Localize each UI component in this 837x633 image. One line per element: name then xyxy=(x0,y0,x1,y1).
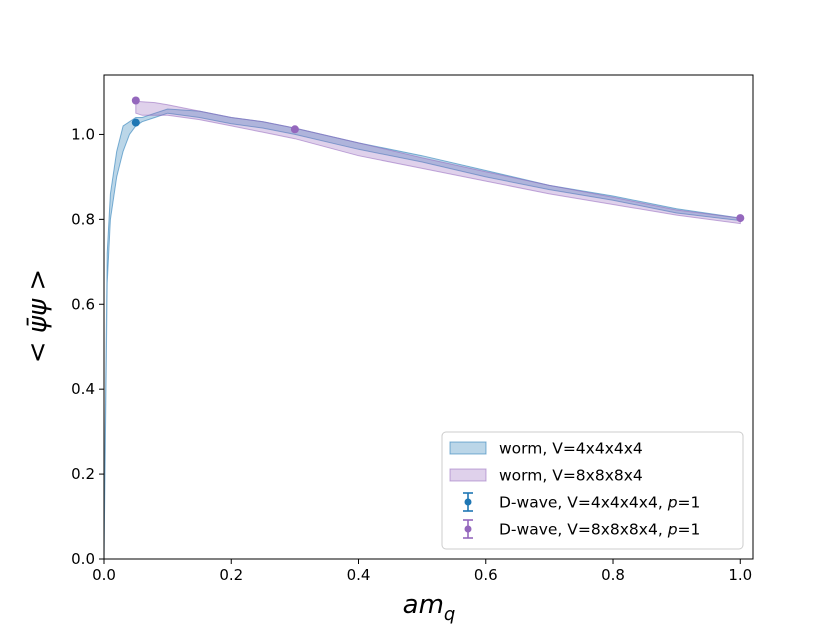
legend-swatch-1 xyxy=(449,441,487,455)
dwave-point-s1-1 xyxy=(131,118,140,127)
x-axis-title-subscript: q xyxy=(444,604,455,625)
legend-box xyxy=(441,431,744,550)
legend-label-4: D-wave, V=8x8x8x4, p=1 xyxy=(499,521,700,539)
dwave-point-s2-3 xyxy=(736,214,745,223)
x-tick-label: 0.4 xyxy=(347,566,371,584)
x-tick-label: 0.6 xyxy=(474,566,498,584)
x-axis-ticks: 0.0 0.2 0.4 0.6 0.8 1.0 xyxy=(92,559,752,584)
y-axis-title: < ψ̄ψ > xyxy=(23,269,53,363)
legend-label-1: worm, V=4x4x4x4 xyxy=(499,440,643,458)
legend-swatch-2 xyxy=(449,468,487,482)
y-axis-ticks: 0.0 0.2 0.4 0.6 0.8 1.0 xyxy=(71,125,104,568)
x-tick-label: 1.0 xyxy=(728,566,752,584)
y-tick-label: 1.0 xyxy=(71,125,95,143)
x-tick-label: 0.2 xyxy=(219,566,243,584)
legend-label-3: D-wave, V=4x4x4x4, p=1 xyxy=(499,494,700,512)
x-axis-title: amq xyxy=(403,590,456,625)
legend-marker-4 xyxy=(464,525,472,533)
dwave-point-s2-1 xyxy=(131,96,140,105)
y-tick-label: 0.0 xyxy=(71,550,95,568)
band-series-2 xyxy=(135,100,741,225)
x-axis-title-main: am xyxy=(403,590,444,620)
plot-frame xyxy=(103,74,754,560)
x-tick-label: 0.8 xyxy=(601,566,625,584)
y-tick-label: 0.4 xyxy=(71,380,95,398)
legend-marker-3 xyxy=(464,498,472,506)
y-tick-label: 0.2 xyxy=(71,465,95,483)
dwave-point-s2-2 xyxy=(290,125,299,134)
series-points xyxy=(131,96,745,223)
legend-label-2: worm, V=8x8x8x4 xyxy=(499,467,643,485)
x-tick-label: 0.0 xyxy=(92,566,116,584)
legend: worm, V=4x4x4x4 worm, V=8x8x8x4 D-wave, V=… xyxy=(441,431,744,550)
y-tick-label: 0.8 xyxy=(71,210,95,228)
y-tick-label: 0.6 xyxy=(71,295,95,313)
